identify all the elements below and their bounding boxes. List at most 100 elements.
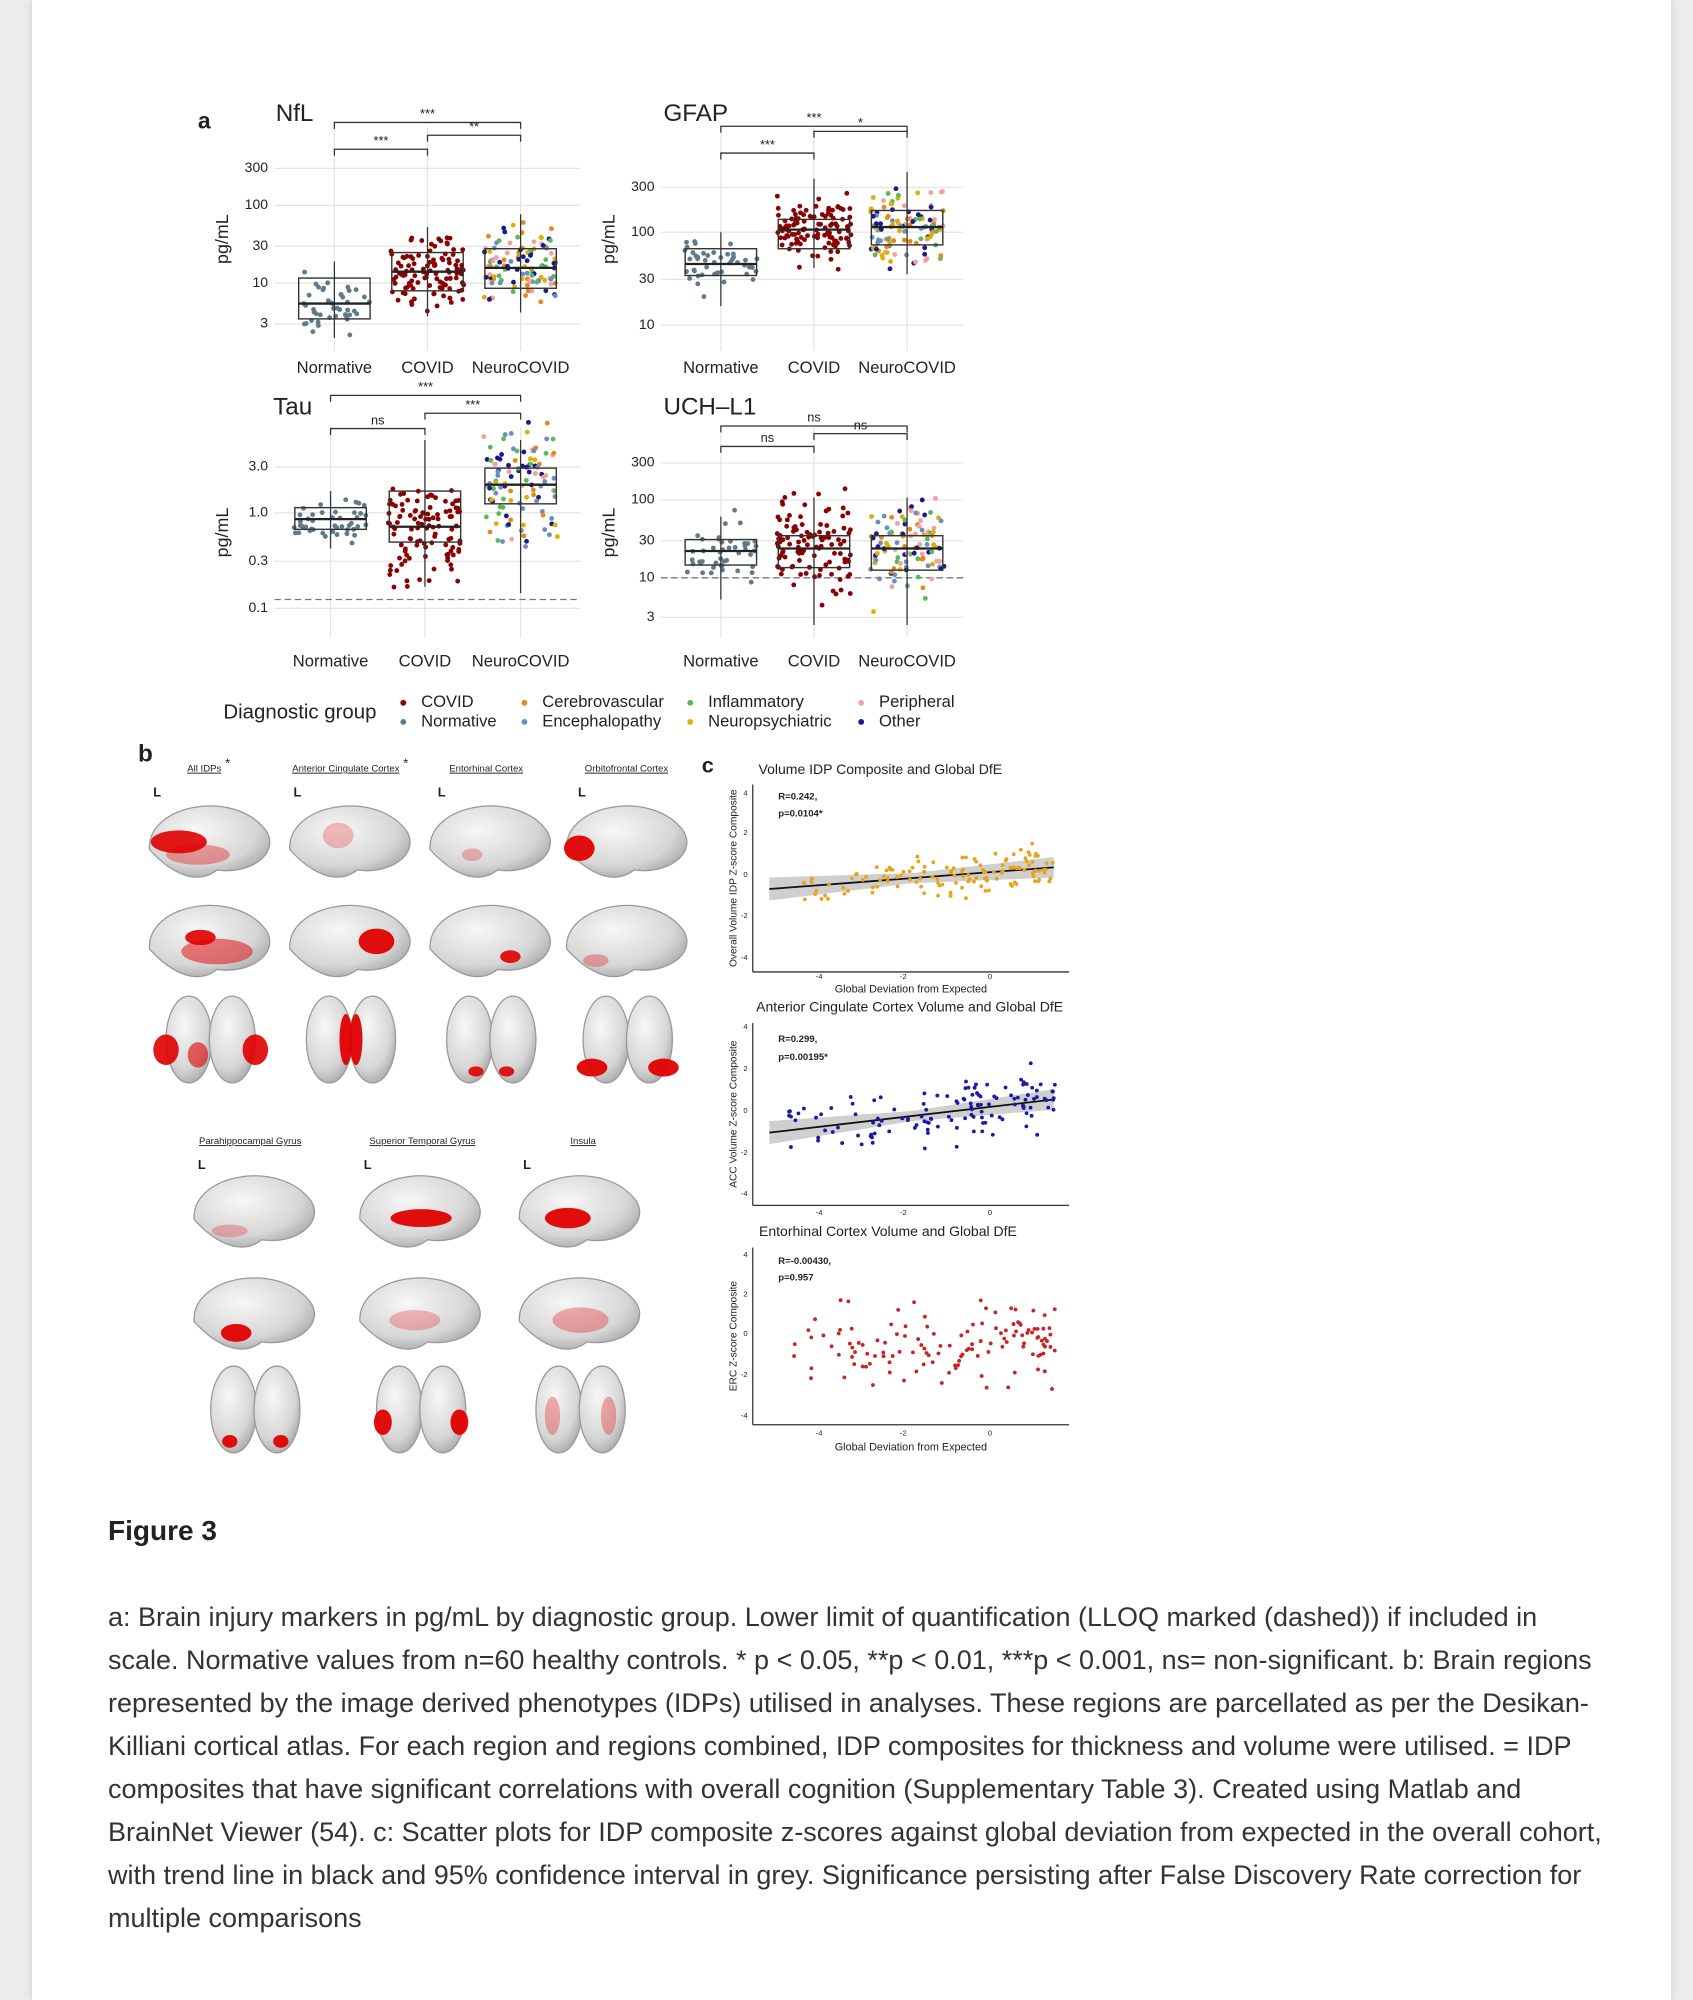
- significance-label: **: [469, 119, 479, 134]
- data-point: [425, 494, 431, 500]
- data-point: [416, 252, 422, 258]
- data-point: [332, 523, 338, 529]
- data-point: [897, 228, 902, 234]
- legend-swatch: [858, 719, 865, 725]
- data-point: [928, 232, 934, 238]
- data-point: [514, 448, 520, 454]
- plot-title: UCH–L1: [663, 394, 756, 421]
- data-point: [711, 564, 716, 570]
- data-point: [963, 1116, 968, 1121]
- data-point: [780, 537, 786, 543]
- data-point: [541, 474, 546, 480]
- significance-marker: *: [225, 755, 230, 770]
- significance-label: ***: [373, 133, 388, 148]
- x-tick-label: Normative: [683, 651, 759, 670]
- data-point: [351, 308, 357, 314]
- legend-swatch: [521, 719, 528, 725]
- data-point: [864, 875, 868, 879]
- data-point: [552, 293, 558, 299]
- data-point: [836, 1352, 841, 1357]
- data-point: [1038, 1082, 1043, 1087]
- data-point: [430, 515, 436, 521]
- data-point: [399, 562, 405, 567]
- data-point: [829, 1344, 834, 1349]
- plot-title: Entorhinal Cortex Volume and Global DfE: [759, 1223, 1017, 1239]
- data-point: [453, 275, 459, 281]
- plot-background: [660, 127, 964, 351]
- data-point: [888, 259, 894, 264]
- data-point: [1022, 868, 1027, 873]
- data-point: [551, 260, 557, 266]
- region-highlight: [461, 848, 483, 861]
- data-point: [922, 891, 926, 896]
- data-point: [827, 882, 831, 887]
- data-point: [920, 585, 926, 591]
- data-point: [687, 275, 693, 281]
- data-point: [317, 312, 323, 318]
- data-point: [873, 246, 879, 252]
- significance-bracket: [426, 134, 522, 142]
- data-point: [401, 491, 407, 496]
- data-point: [393, 503, 398, 509]
- data-point: [872, 252, 878, 258]
- data-point: [411, 261, 417, 267]
- data-point: [972, 857, 977, 861]
- data-point: [891, 238, 897, 244]
- data-point: [484, 456, 490, 462]
- data-point: [496, 273, 502, 279]
- data-point: [792, 1354, 796, 1358]
- data-point: [719, 269, 725, 275]
- data-point: [792, 211, 798, 217]
- data-point: [362, 294, 367, 300]
- data-point: [501, 225, 507, 231]
- data-point: [510, 446, 516, 452]
- data-point: [910, 219, 916, 225]
- data-point: [952, 873, 957, 878]
- data-point: [826, 207, 831, 213]
- data-point: [542, 277, 548, 283]
- data-point: [798, 234, 804, 240]
- data-point: [860, 878, 865, 882]
- data-point: [509, 536, 515, 542]
- data-point: [798, 571, 804, 577]
- data-point: [785, 535, 791, 541]
- y-axis-label: pg/mL: [212, 508, 232, 558]
- data-point: [828, 249, 834, 254]
- data-point: [847, 591, 853, 596]
- data-point: [692, 239, 698, 245]
- y-tick-label: 30: [639, 270, 655, 286]
- data-point: [402, 291, 408, 297]
- data-point: [1009, 1306, 1014, 1311]
- data-point: [873, 531, 879, 537]
- data-point: [793, 240, 799, 246]
- data-point: [924, 542, 930, 547]
- data-point: [400, 254, 406, 260]
- data-point: [414, 542, 420, 548]
- data-point: [449, 513, 455, 519]
- data-point: [1020, 1103, 1025, 1108]
- data-point: [912, 1126, 917, 1130]
- data-point: [915, 574, 921, 580]
- data-point: [506, 469, 512, 475]
- data-point: [964, 1079, 968, 1084]
- data-point: [334, 532, 340, 538]
- data-point: [960, 855, 965, 860]
- data-point: [322, 533, 328, 539]
- data-point: [971, 1322, 975, 1327]
- y-tick-label: 4: [743, 788, 748, 797]
- data-point: [524, 258, 530, 264]
- data-point: [448, 299, 454, 305]
- y-axis-label: ACC Volume Z-score Composite: [728, 1040, 739, 1188]
- data-point: [925, 1324, 930, 1329]
- data-point: [400, 507, 406, 513]
- significance-bracket: [813, 130, 908, 138]
- data-point: [901, 203, 907, 209]
- data-point: [936, 893, 941, 898]
- data-point: [552, 522, 558, 528]
- brain: [578, 1365, 626, 1454]
- data-point: [347, 332, 353, 338]
- hemisphere-label: L: [364, 1157, 372, 1172]
- data-point: [1012, 1102, 1017, 1107]
- data-point: [531, 239, 537, 245]
- data-point: [1037, 869, 1042, 873]
